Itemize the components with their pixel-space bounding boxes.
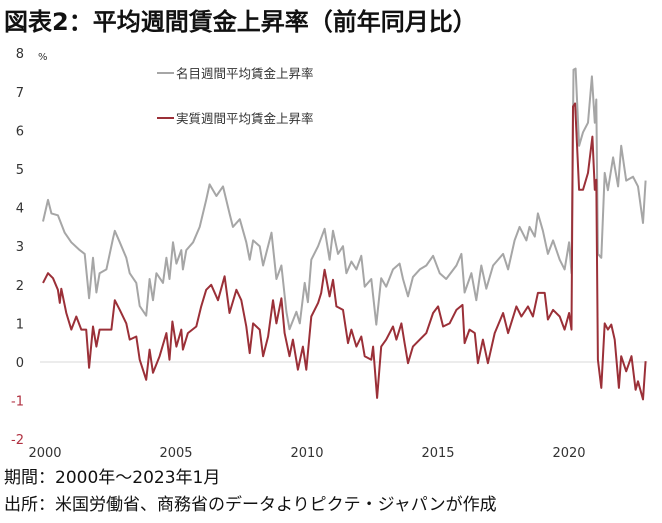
- y-tick-label: 0: [16, 356, 24, 371]
- x-tick-label: 2010: [290, 446, 323, 461]
- x-tick-label: 2005: [159, 446, 192, 461]
- x-tick-label: 2015: [421, 446, 454, 461]
- series-lines: [42, 67, 647, 401]
- x-tick-label: 2000: [28, 446, 61, 461]
- y-tick-label: 5: [16, 163, 24, 178]
- y-axis-unit: %: [38, 52, 48, 63]
- series-line-real: [42, 102, 647, 401]
- period-note: 期間：2000年～2023年1月: [4, 468, 221, 488]
- source-note: 出所：米国労働省、商務省のデータよりピクテ・ジャパンが作成: [4, 495, 497, 515]
- chart-title: 図表2：平均週間賃金上昇率（前年同月比）: [4, 8, 477, 36]
- y-tick-label: 4: [16, 202, 24, 217]
- y-tick-label: 3: [16, 240, 24, 255]
- legend-label: 実質週間平均賃金上昇率: [176, 111, 314, 126]
- y-tick-label: 6: [16, 124, 24, 139]
- y-tick-label: 2: [16, 279, 24, 294]
- y-tick-label: 1: [16, 317, 24, 332]
- y-axis-ticks: 8 7 6 5 4 3 2 1 0 -1 -2: [11, 47, 24, 448]
- y-tick-label: -2: [11, 433, 24, 448]
- y-tick-label: 7: [16, 86, 24, 101]
- y-tick-label: 8: [16, 47, 24, 62]
- series-line-nominal: [42, 67, 647, 331]
- y-tick-label: -1: [11, 395, 24, 410]
- x-tick-label: 2020: [552, 446, 585, 461]
- x-axis-ticks: 2000 2005 2010 2015 2020: [28, 446, 585, 461]
- legend-label: 名目週間平均賃金上昇率: [176, 66, 314, 81]
